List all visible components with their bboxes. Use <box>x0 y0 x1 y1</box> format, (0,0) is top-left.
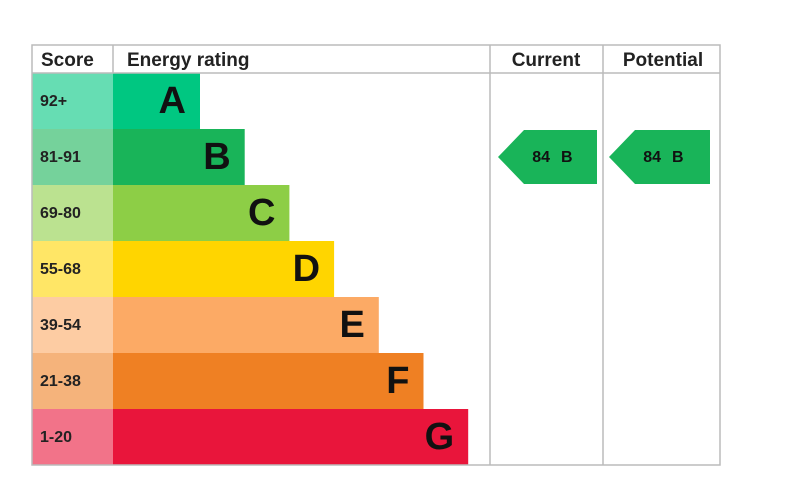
score-band: 92+ <box>40 93 67 110</box>
rating-bar <box>113 353 424 409</box>
potential-letter: B <box>672 149 684 166</box>
header-rating: Energy rating <box>127 50 249 71</box>
score-cell <box>32 409 113 465</box>
score-band: 1-20 <box>40 429 72 446</box>
score-band: 81-91 <box>40 149 81 166</box>
rating-bar <box>113 129 245 185</box>
score-cell <box>32 353 113 409</box>
rating-letter: D <box>293 248 320 290</box>
frame <box>31 44 721 466</box>
score-band: 69-80 <box>40 205 81 222</box>
rating-bar <box>113 297 379 353</box>
rating-letter: G <box>425 416 455 458</box>
score-band: 39-54 <box>40 317 81 334</box>
score-cell <box>32 185 113 241</box>
rating-bar <box>113 185 290 241</box>
current-score: 84 <box>532 149 550 166</box>
score-cell <box>32 297 113 353</box>
header-potential: Potential <box>623 50 703 71</box>
score-cell <box>32 129 113 185</box>
rating-bar <box>113 73 200 129</box>
potential-score: 84 <box>643 149 661 166</box>
rating-letter: E <box>339 304 364 346</box>
rating-letter: C <box>248 192 275 234</box>
rating-letter: A <box>159 80 186 122</box>
rating-letter: B <box>203 136 230 178</box>
header-score: Score <box>41 50 94 71</box>
score-cell <box>32 241 113 297</box>
score-band: 55-68 <box>40 261 81 278</box>
rating-bar <box>113 241 335 297</box>
potential-arrow <box>609 130 710 184</box>
header-current: Current <box>512 50 581 71</box>
score-band: 21-38 <box>40 373 81 390</box>
score-cell <box>32 73 113 129</box>
rating-bar <box>113 409 469 465</box>
current-arrow <box>498 130 597 184</box>
current-letter: B <box>561 149 573 166</box>
rating-letter: F <box>386 360 409 402</box>
